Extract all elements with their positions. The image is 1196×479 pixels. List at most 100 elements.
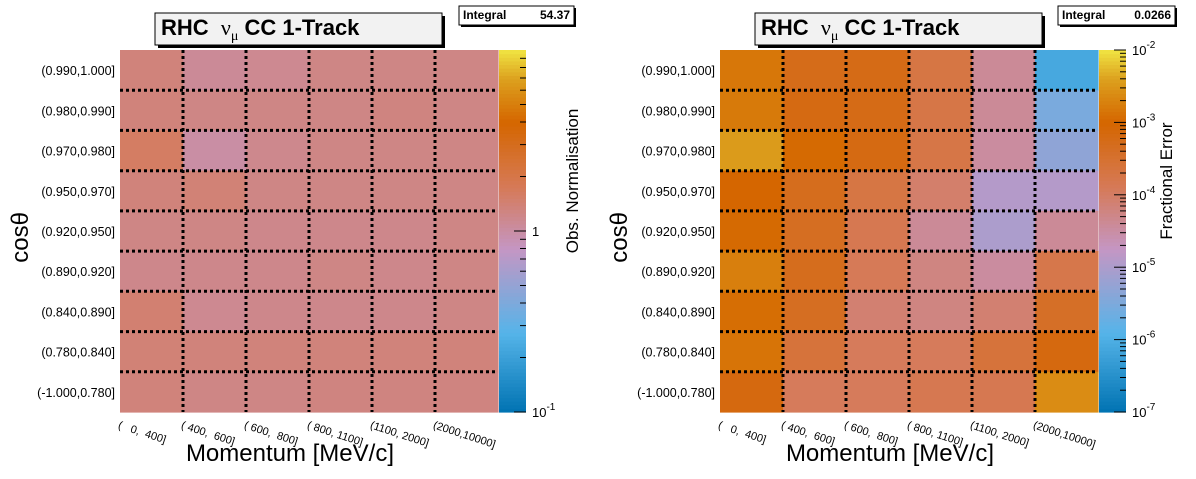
colorbar-segment xyxy=(1099,383,1126,388)
colorbar-segment xyxy=(1099,75,1126,80)
colorbar-segment xyxy=(1099,198,1126,203)
colorbar-segment xyxy=(1099,335,1126,341)
colorbar-segment xyxy=(499,144,526,149)
colorbar-segment xyxy=(499,220,526,225)
colorbar-segment xyxy=(499,307,526,312)
y-axis-title: cosθ xyxy=(7,212,34,263)
heatmap-cell xyxy=(720,291,784,333)
stats-background xyxy=(458,5,575,26)
heatmap-cell xyxy=(909,291,973,333)
colorbar-segment xyxy=(1099,292,1126,297)
heatmap-cell xyxy=(720,251,784,292)
colorbar-segment xyxy=(499,118,526,123)
heatmap-cell xyxy=(309,170,373,212)
heatmap-cell xyxy=(246,90,310,132)
heatmap-cell xyxy=(846,251,910,292)
heatmap-cells xyxy=(720,50,1099,413)
colorbar-segment xyxy=(499,292,526,297)
colorbar-segment xyxy=(1099,317,1126,323)
colorbar-segment xyxy=(1099,361,1126,366)
colorbar-ticks xyxy=(514,57,526,413)
y-tick-label: (0.840,0.890] xyxy=(41,305,115,319)
heatmap-cell xyxy=(972,251,1036,292)
heatmap-cell xyxy=(783,90,847,132)
colorbar-segment xyxy=(499,89,526,95)
x-tick-label: ( 0, 400] xyxy=(717,419,768,446)
colorbar-segment xyxy=(1099,151,1126,156)
colorbar-segment xyxy=(499,375,526,381)
colorbar-tick-label: 10-1 xyxy=(532,402,556,420)
heatmap-cell xyxy=(246,210,310,252)
heatmap-cell xyxy=(183,90,247,132)
heatmap-cell xyxy=(720,130,784,172)
colorbar-segment xyxy=(499,354,526,359)
heatmap-cell xyxy=(372,50,436,91)
heatmap-cell xyxy=(372,371,436,413)
colorbar-tick-label: 10-4 xyxy=(1132,185,1156,203)
y-tick-label: (0.970,0.980] xyxy=(641,145,715,159)
colorbar-segment xyxy=(1099,118,1126,123)
colorbar-segment xyxy=(499,180,526,185)
colorbar-segment xyxy=(499,75,526,80)
colorbar-segment xyxy=(499,241,526,247)
colorbar-segment xyxy=(1099,332,1126,337)
colorbar-segment xyxy=(499,234,526,239)
colorbar-segment xyxy=(499,346,526,352)
colorbar-segment xyxy=(499,343,526,348)
heatmap-cell xyxy=(246,170,310,212)
heatmap-cell xyxy=(972,130,1036,172)
colorbar-segment xyxy=(1099,223,1126,228)
colorbar-segment xyxy=(1099,249,1126,254)
colorbar-segment xyxy=(499,93,526,98)
colorbar-segment xyxy=(1099,212,1126,218)
colorbar-segment xyxy=(499,397,526,402)
colorbar-segment xyxy=(1099,111,1126,116)
heatmap-cell xyxy=(309,251,373,292)
heatmap-cell xyxy=(372,90,436,132)
heatmap-cell xyxy=(372,210,436,252)
colorbar-segment xyxy=(499,401,526,406)
colorbar: 10-1 1 xyxy=(499,50,556,420)
colorbar-segment xyxy=(1099,140,1126,145)
colorbar-segment xyxy=(499,372,526,377)
colorbar-segment xyxy=(499,245,526,250)
colorbar-segment xyxy=(499,64,526,69)
heatmap-cell xyxy=(846,50,910,91)
colorbar-title: Fractional Error xyxy=(1157,122,1176,239)
colorbar-segment xyxy=(499,68,526,73)
colorbar-segment xyxy=(499,176,526,181)
colorbar-segment xyxy=(1099,314,1126,319)
colorbar-segment xyxy=(1099,296,1126,301)
colorbar-segment xyxy=(499,202,526,207)
y-tick-label: (0.980,0.990] xyxy=(41,104,115,118)
colorbar-segment xyxy=(499,97,526,102)
colorbar-segment xyxy=(1099,68,1126,73)
heatmap-cell xyxy=(435,210,499,252)
heatmap-cell xyxy=(720,50,784,91)
colorbar-segment xyxy=(1099,107,1126,113)
colorbar-segment xyxy=(499,314,526,319)
colorbar-tick-label: 10-3 xyxy=(1132,112,1156,130)
heatmap-cell xyxy=(720,331,784,373)
colorbar-segment xyxy=(1099,64,1126,69)
colorbar-segment xyxy=(1099,321,1126,326)
y-tick-label: (0.890,0.920] xyxy=(41,265,115,279)
colorbar-segment xyxy=(499,383,526,388)
colorbar-segment xyxy=(1099,154,1126,160)
colorbar-segment xyxy=(499,158,526,163)
colorbar-segment xyxy=(1099,71,1126,76)
y-tick-label: (0.990,1.000] xyxy=(41,64,115,78)
colorbar-segment xyxy=(1099,368,1126,373)
heatmap-cell xyxy=(1035,371,1099,413)
colorbar-segment xyxy=(1099,267,1126,272)
y-tick-label: (0.990,1.000] xyxy=(641,64,715,78)
colorbar-segment xyxy=(499,151,526,156)
colorbar-segment xyxy=(499,216,526,221)
heatmap-cell xyxy=(783,210,847,252)
heatmap-cell xyxy=(246,251,310,292)
integral-label: Integral xyxy=(463,8,506,22)
y-tick-label: (-1.000,0.780] xyxy=(637,386,715,400)
colorbar-segment xyxy=(499,299,526,304)
